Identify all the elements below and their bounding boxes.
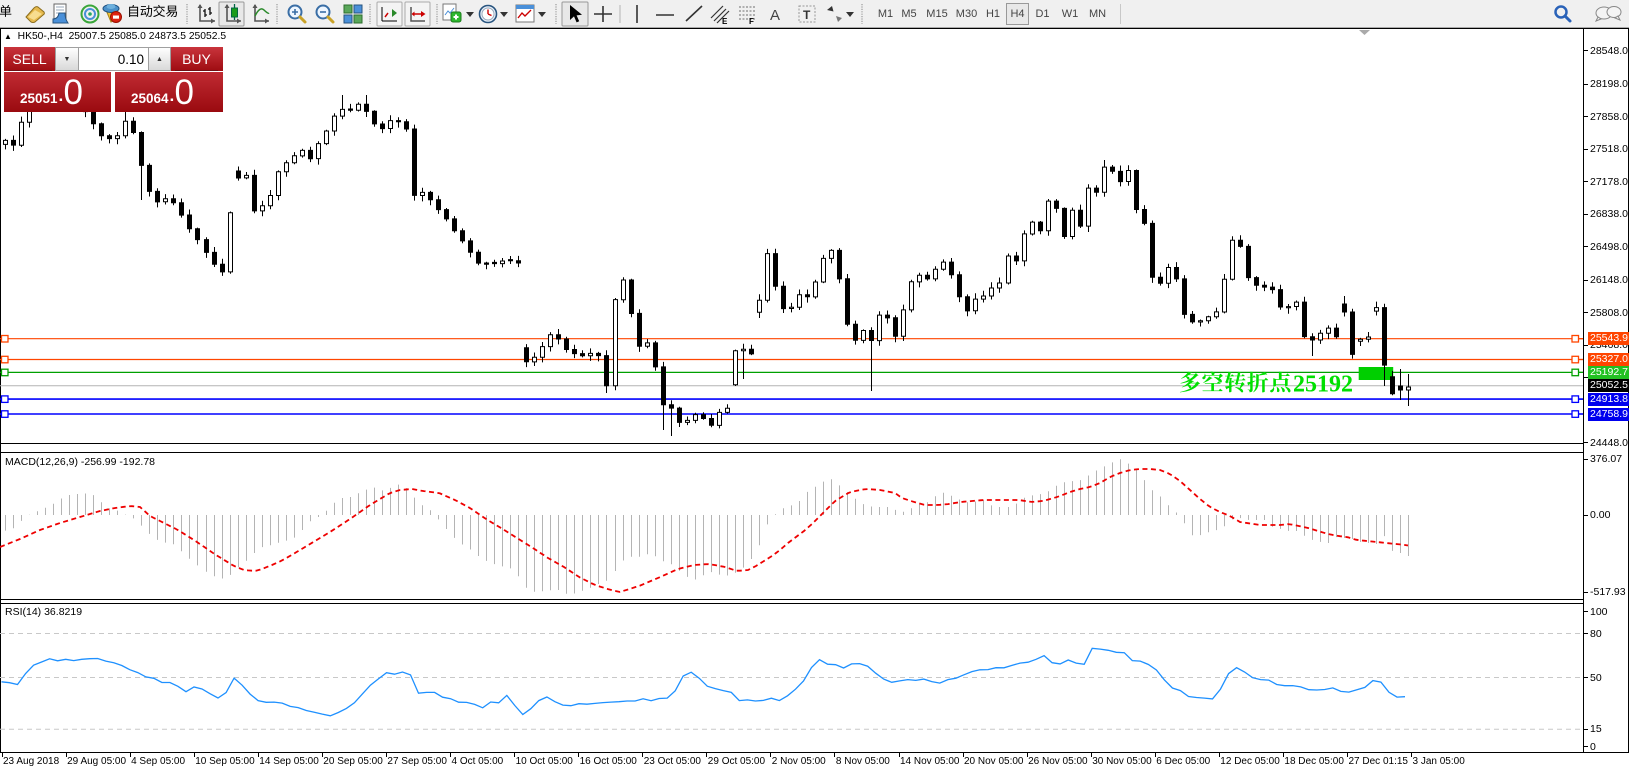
svg-text:T: T [803,8,811,22]
svg-text:F: F [749,17,754,26]
svg-text:A: A [770,7,780,24]
svg-text:E: E [722,17,728,26]
svg-text:25192: 25192 [1293,372,1353,398]
